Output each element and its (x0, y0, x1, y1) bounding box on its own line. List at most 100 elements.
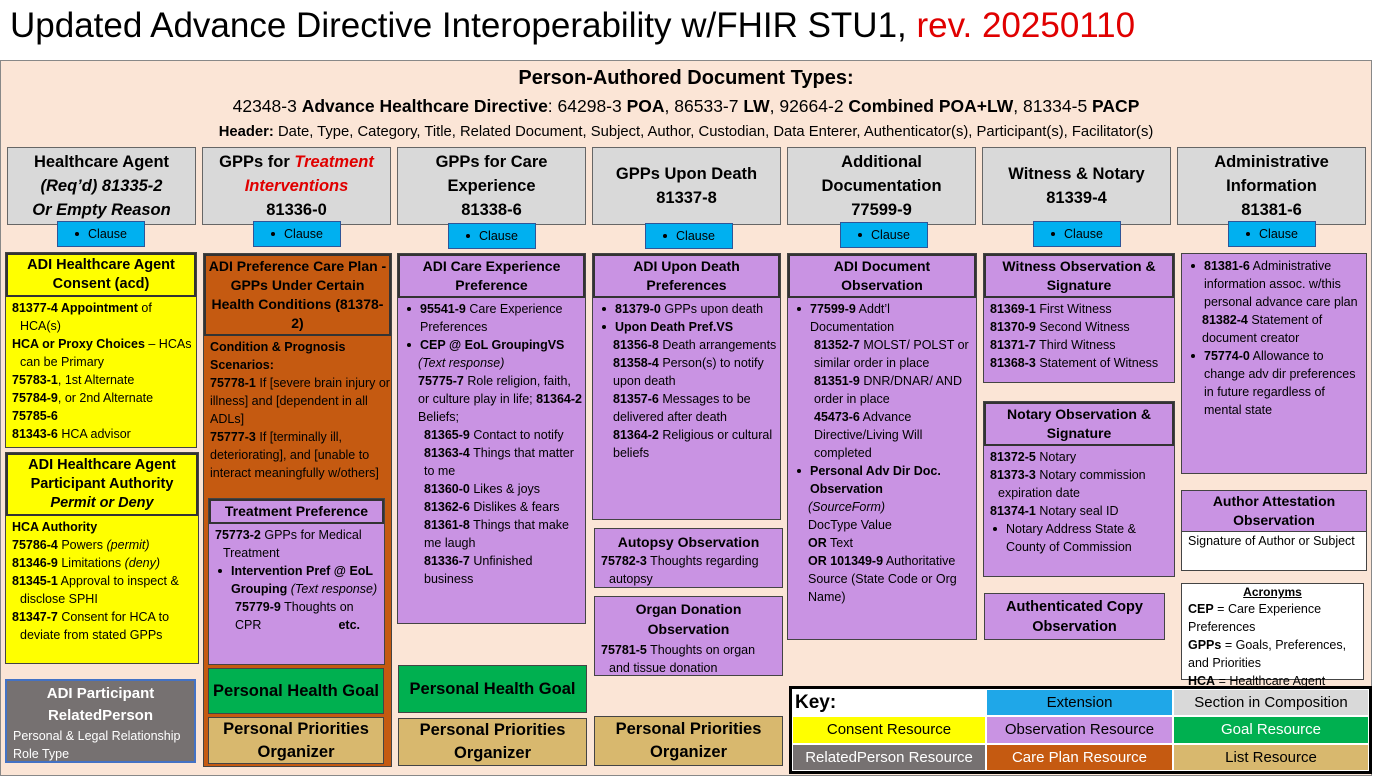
item-list: 75782-3 Thoughts regarding autopsy (595, 552, 782, 588)
list-item: OR 101349-9 Authoritative Source (State … (788, 552, 976, 606)
clause-label: Clause (88, 227, 127, 241)
text-run: Intervention Pref @ EoL Grouping (231, 564, 373, 596)
list-item: 81343-6 HCA advisor (6, 425, 196, 443)
text-run: 81374-1 (990, 504, 1036, 518)
clause-button[interactable]: Clause (448, 223, 536, 249)
header-line: GPPs for Treatment Interventions (203, 150, 390, 198)
column-header: Witness & Notary 81339-4 (982, 147, 1171, 225)
list-item: 81364-2 Religious or cultural beliefs (593, 426, 780, 462)
clause-button[interactable]: Clause (253, 221, 341, 247)
text-run: Upon Death Pref.VS (615, 320, 734, 334)
banner-heading: Person-Authored Document Types: (518, 67, 854, 89)
column-header: GPPs Upon Death 81337-8 (592, 147, 781, 225)
header-line: 77599-9 (788, 198, 975, 222)
text-run: 81339-4 (1046, 189, 1107, 207)
list-item: Upon Death Pref.VS (593, 318, 780, 336)
text-run: 75777-3 (210, 430, 256, 444)
text-run: 81361-8 (424, 518, 470, 532)
item-list: 81379-0 GPPs upon death Upon Death Pref.V… (593, 300, 780, 462)
text-run: 75781-5 (601, 643, 647, 657)
text-run: If [terminally ill, deteriorating], and … (210, 430, 379, 480)
clause-button[interactable]: Clause (645, 223, 733, 249)
text-run: Administrative information assoc. w/this… (1204, 259, 1358, 309)
text-run: 81358-4 (613, 356, 659, 370)
list-item: 75773-2 GPPs for Medical Treatment (209, 526, 384, 562)
organizer-box: Personal Priorities Organizer (208, 717, 384, 764)
text-run: 81377-4 Appointment (12, 301, 138, 315)
banner-types: 42348-3 Advance Healthcare Directive: 64… (0, 96, 1372, 117)
text-run: = Goals, Preferences, and Priorities (1188, 638, 1347, 670)
text-run: Second Witness (1035, 320, 1130, 334)
header-line: Or Empty Reason (8, 198, 195, 222)
box-title: Author Attestation Observation (1182, 491, 1366, 532)
text-run: HCA Authority (12, 520, 98, 534)
text-run: 42348-3 (232, 96, 302, 116)
text-run: First Witness (1035, 302, 1112, 316)
box-title: ADI Upon Death Preferences (593, 254, 780, 298)
text-run: Notary Address State & County of Commiss… (1006, 522, 1136, 554)
clause-button[interactable]: Clause (840, 222, 928, 248)
text-run: Header: (218, 124, 274, 140)
list-item: 75781-5 Thoughts on organ and tissue don… (595, 641, 782, 677)
text-run: 81382-4 (1202, 313, 1248, 327)
list-item: 81347-7 Consent for HCA to deviate from … (6, 608, 198, 644)
text-run: 81343-6 (12, 427, 58, 441)
text-run: Authenticated Copy Observation (1006, 598, 1143, 635)
text-run: 75775-7 (418, 374, 464, 388)
header-line: Additional Documentation (788, 150, 975, 198)
list-item: CEP = Care Experience Preferences (1182, 600, 1363, 636)
column-header: Additional Documentation 77599-9 (787, 147, 976, 225)
text-run: Notary seal ID (1035, 504, 1119, 518)
box-title: ADI Healthcare Agent Participant Authori… (6, 453, 198, 516)
item-list: Personal & Legal Relationship Role Type (7, 727, 194, 763)
text-run: Acronyms (1243, 585, 1302, 599)
text-run: 75782-3 (601, 554, 647, 568)
text-run: Or Empty Reason (32, 201, 171, 219)
list-item: 75774-0 Allowance to change adv dir pref… (1182, 347, 1366, 419)
text-run: 81362-6 (424, 500, 470, 514)
text-run: (SourceForm) (808, 500, 886, 514)
list-item: 81346-9 Limitations (deny) (6, 554, 198, 572)
text-run: 81337-8 (656, 189, 717, 207)
list-item: Intervention Pref @ EoL Grouping (Text r… (209, 562, 384, 598)
text-run: 75779-9 (235, 600, 281, 614)
list-item: 75778-1 If [severe brain injury or illne… (204, 374, 391, 428)
span (1246, 232, 1251, 236)
text-run: 81365-9 (424, 428, 470, 442)
text-run: MOLST/ POLST or similar order in place (814, 338, 969, 370)
text-run: 81356-8 (613, 338, 659, 352)
text-run: 81364-2 (613, 428, 659, 442)
clause-button[interactable]: Clause (1033, 221, 1121, 247)
clause-label: Clause (676, 229, 715, 243)
text-run: HCA or Proxy Choices (12, 337, 145, 351)
text-run: Unfinished business (424, 554, 533, 586)
related-person-box: ADI Participant RelatedPerson Personal &… (5, 679, 196, 763)
clause-label: Clause (284, 227, 323, 241)
text-run: Thoughts on organ and tissue donation (609, 643, 756, 675)
list-item: Notary Address State & County of Commiss… (984, 520, 1174, 556)
clause-button[interactable]: Clause (1228, 221, 1316, 247)
text-run: Condition & Prognosis Scenarios: (210, 340, 346, 372)
box-title: Organ Donation Observation (605, 599, 772, 639)
list-item: 75777-3 If [terminally ill, deterioratin… (204, 428, 391, 482)
text-run: Beliefs; (418, 410, 459, 424)
text-run: Things that matter to me (424, 446, 574, 478)
text-run: Death arrangements (658, 338, 777, 352)
text-run: Third Witness (1035, 338, 1116, 352)
list-item: 45473-6 Advance Directive/Living Will co… (788, 408, 976, 462)
span (1051, 232, 1056, 236)
list-item: 81365-9 Contact to notify (398, 426, 585, 444)
consent-box: ADI Healthcare Agent Consent (acd) 81377… (5, 252, 197, 448)
document-box: ADI Document Observation 77599-9 Addt’l … (787, 253, 977, 640)
text-run: Limitations (57, 556, 125, 570)
text-run: 81363-4 (424, 446, 470, 460)
list-item: 81357-6 Messages to be delivered after d… (593, 390, 780, 426)
text-run: Personal Priorities Organizer (615, 720, 762, 761)
item-list: Signature of Author or Subject (1182, 532, 1366, 550)
box-title: Notary Observation & Signature (984, 402, 1174, 446)
text-run: Personal & Legal Relationship Role Type (13, 729, 181, 761)
text-run: ADI Document Observation (833, 258, 931, 293)
item-list: 75773-2 GPPs for Medical Treatment Interv… (209, 526, 384, 634)
clause-button[interactable]: Clause (57, 221, 145, 247)
item-list: 81369-1 First Witness 81370-9 Second Witn… (984, 300, 1174, 372)
